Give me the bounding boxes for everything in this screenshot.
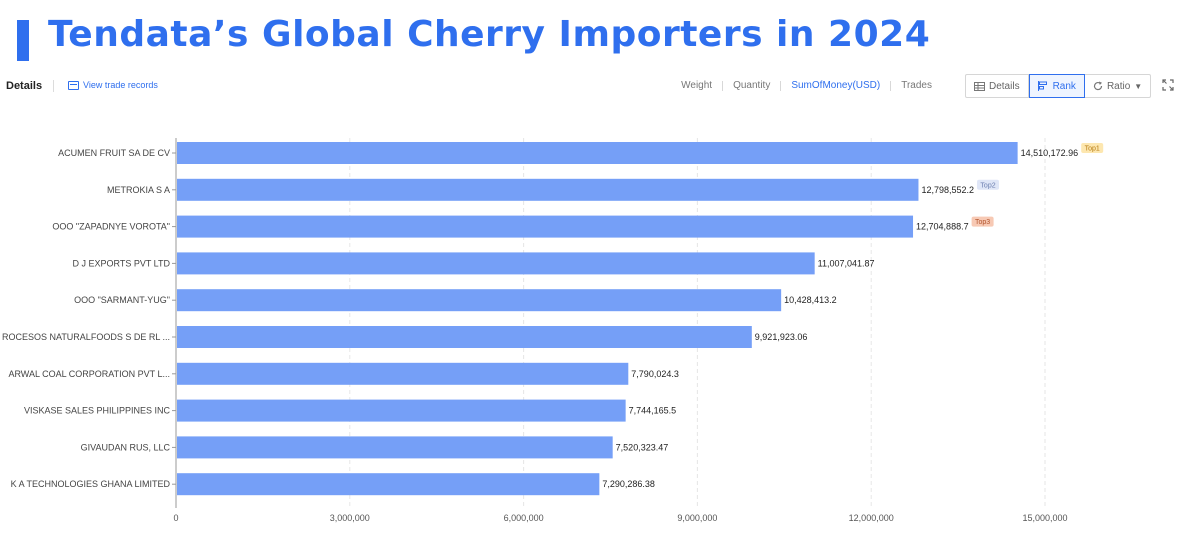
data-label: 7,290,286.38 <box>602 479 655 489</box>
rank-badge-label: Top3 <box>975 219 990 226</box>
view-trade-records-label: View trade records <box>83 80 158 90</box>
bar[interactable] <box>177 215 914 238</box>
ratio-view-label: Ratio <box>1106 80 1131 92</box>
rank-badge <box>971 216 994 227</box>
page-title: Tendata’s Global Cherry Importers in 202… <box>48 14 931 55</box>
tab-separator <box>780 80 782 91</box>
bar[interactable] <box>177 252 815 275</box>
details-view-button[interactable]: Details <box>966 75 1029 97</box>
bar[interactable] <box>177 178 919 201</box>
refresh-icon <box>1093 81 1103 91</box>
bar[interactable] <box>177 326 752 348</box>
category-label: ACUMEN FRUIT SA DE CV <box>58 148 170 158</box>
data-label: 14,510,172.96 <box>1021 148 1079 158</box>
rank-badge <box>977 179 1000 190</box>
view-toggle-group: Details Rank Ratio ▼ <box>965 74 1152 98</box>
ratio-view-button[interactable]: Ratio ▼ <box>1085 75 1150 97</box>
grid-lines <box>172 138 1046 508</box>
data-label: 10,428,413.2 <box>784 295 837 305</box>
data-label: 12,798,552.2 <box>921 185 974 195</box>
data-label: 12,704,888.7 <box>916 222 969 232</box>
tab-weight[interactable]: Weight <box>681 80 713 91</box>
details-label[interactable]: Details <box>6 80 43 92</box>
records-icon <box>68 80 79 90</box>
tab-trades[interactable]: Trades <box>901 80 932 91</box>
data-label: 7,520,323.47 <box>616 442 669 452</box>
bar[interactable] <box>177 473 600 496</box>
chevron-down-icon: ▼ <box>1134 81 1143 91</box>
tab-separator <box>890 80 892 91</box>
bar[interactable] <box>177 289 782 312</box>
category-label: K A TECHNOLOGIES GHANA LIMITED <box>11 479 171 489</box>
metric-tabs: Weight Quantity SumOfMoney(USD) Trades <box>671 80 942 91</box>
details-view-label: Details <box>989 80 1020 92</box>
category-label: GIVAUDAN RUS, LLC <box>81 442 171 452</box>
rank-view-label: Rank <box>1052 80 1076 92</box>
view-trade-records-link[interactable]: View trade records <box>68 80 158 90</box>
tab-quantity[interactable]: Quantity <box>733 80 771 91</box>
rank-badge-label: Top1 <box>1085 146 1100 153</box>
data-label: 7,790,024.3 <box>631 369 679 379</box>
bar[interactable] <box>177 362 629 385</box>
category-label: ARWAL COAL CORPORATION PVT L... <box>8 369 170 379</box>
tab-sum-of-money[interactable]: SumOfMoney(USD) <box>791 80 881 91</box>
title-accent-bar <box>17 20 29 61</box>
rank-badge-label: Top2 <box>980 182 995 189</box>
category-label: VISKASE SALES PHILIPPINES INC <box>24 406 171 416</box>
importers-bar-chart: 0 3,000,000 6,000,000 9,000,000 12,000,000 15… <box>2 138 1104 523</box>
rank-badge <box>1081 143 1104 153</box>
fullscreen-icon[interactable] <box>1162 79 1174 91</box>
x-tick-label: 12,000,000 <box>849 513 894 523</box>
bar[interactable] <box>177 436 613 459</box>
category-label: METROKIA S A <box>107 185 170 195</box>
data-label: 11,007,041.87 <box>818 258 875 268</box>
x-tick-label: 3,000,000 <box>330 513 370 523</box>
toolbar-divider <box>53 80 54 92</box>
data-label: 7,744,165.5 <box>629 406 677 416</box>
category-label: OOO "SARMANT-YUG" <box>74 295 170 305</box>
labels: 0 3,000,000 6,000,000 9,000,000 12,000,000 15… <box>2 143 1104 523</box>
bar[interactable] <box>177 399 626 422</box>
bar[interactable] <box>177 142 1018 164</box>
x-tick-label: 0 <box>173 513 178 523</box>
tab-separator <box>722 80 724 91</box>
category-label: ROCESOS NATURALFOODS S DE RL ... <box>2 332 170 342</box>
category-label: OOO "ZAPADNYE VOROTA" <box>52 222 170 232</box>
x-tick-label: 9,000,000 <box>677 513 717 523</box>
category-label: D J EXPORTS PVT LTD <box>72 258 170 268</box>
rank-bars-icon <box>1037 81 1047 91</box>
x-tick-label: 15,000,000 <box>1022 513 1067 523</box>
x-tick-label: 6,000,000 <box>504 513 544 523</box>
data-label: 9,921,923.06 <box>755 332 808 342</box>
table-icon <box>974 81 985 91</box>
rank-view-button[interactable]: Rank <box>1028 74 1085 98</box>
bars <box>177 142 1018 496</box>
